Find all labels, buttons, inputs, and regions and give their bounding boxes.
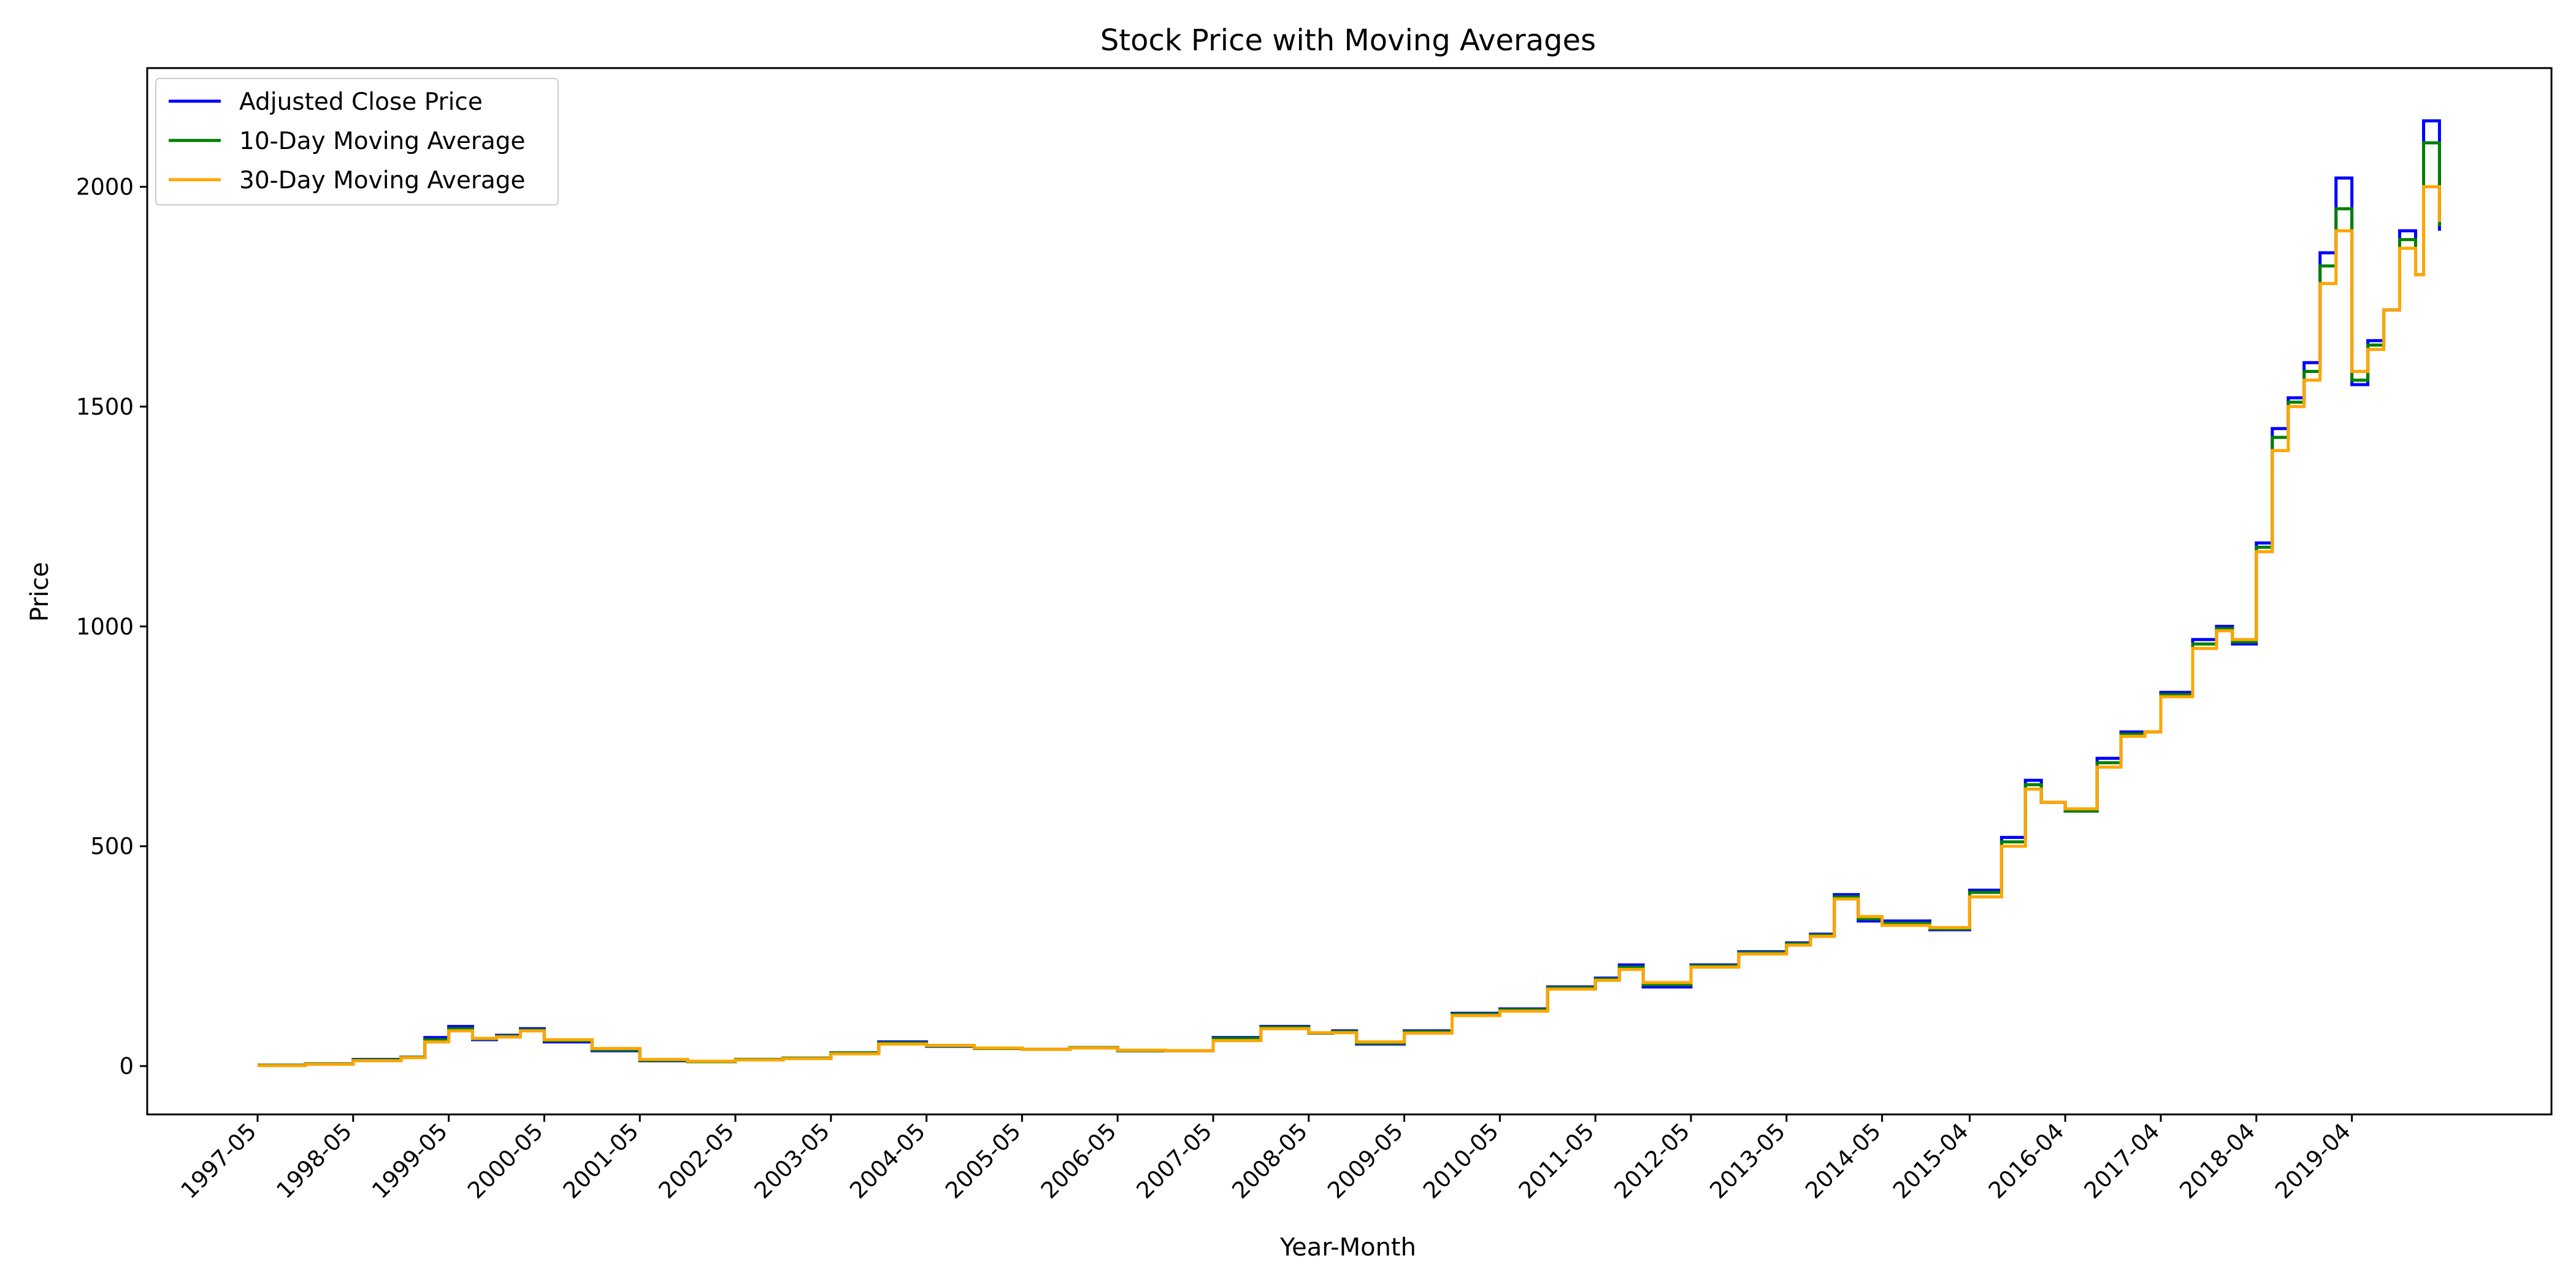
legend-label-adjusted-close: Adjusted Close Price [239,88,483,116]
series-layer [258,119,2441,1067]
legend-label-30-day-ma: 30-Day Moving Average [239,167,526,194]
y-tick-label: 500 [90,834,134,860]
y-axis: 0 500 1000 1500 2000 [76,174,147,1079]
series-line-30-day-moving-average [258,185,2441,1067]
legend: Adjusted Close Price 10-Day Moving Avera… [155,78,559,205]
y-tick-label: 0 [119,1053,134,1079]
legend-label-10-day-ma: 10-Day Moving Average [239,128,526,155]
plot-frame [146,67,2553,1116]
y-tick-label: 1500 [76,394,134,420]
chart-title: Stock Price with Moving Averages [1100,23,1596,58]
y-axis-label: Price [26,562,54,622]
y-tick-label: 2000 [76,174,134,201]
y-tick-label: 1000 [76,613,134,640]
legend-box [155,78,559,205]
x-axis-label: Year-Month [1279,1233,1416,1262]
